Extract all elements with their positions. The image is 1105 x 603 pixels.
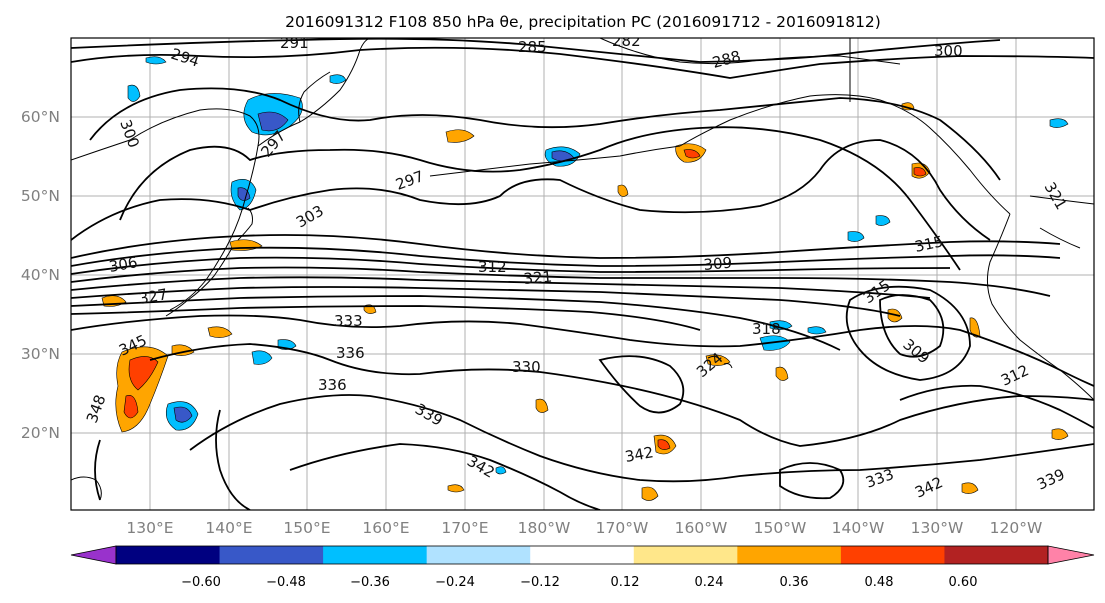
contour-label: 336 — [336, 344, 365, 362]
colorbar-tick: −0.60 — [181, 575, 221, 590]
colorbar-segment — [219, 546, 324, 564]
colorbar-segment — [737, 546, 842, 564]
colorbar-segment — [116, 546, 221, 564]
lon-label: 140°E — [205, 519, 252, 537]
lat-label: 20°N — [21, 424, 60, 442]
contour-label: 315 — [913, 232, 945, 256]
contour-label: 321 — [523, 268, 553, 288]
colorbar-segment — [426, 546, 531, 564]
latitude-labels: 60°N 50°N 40°N 30°N 20°N — [21, 108, 60, 442]
contour-label: 330 — [512, 358, 541, 376]
contour-label: 285 — [518, 38, 547, 56]
map-border — [70, 37, 1095, 511]
lon-label: 150°W — [754, 519, 807, 537]
lat-label: 50°N — [21, 187, 60, 205]
longitude-labels: 130°E 140°E 150°E 160°E 170°E 180°W 170°… — [126, 519, 1042, 537]
lat-label: 40°N — [21, 266, 60, 284]
contour-label: 318 — [752, 320, 781, 338]
colorbar-tick: 0.60 — [949, 575, 978, 590]
colorbar-tick: −0.48 — [266, 575, 306, 590]
contour-label: 333 — [334, 312, 363, 330]
colorbar-tick: −0.36 — [350, 575, 390, 590]
lat-label: 30°N — [21, 345, 60, 363]
colorbar-outline — [115, 545, 1049, 565]
lon-label: 120°W — [990, 519, 1043, 537]
map-title: 2016091312 F108 850 hPa θe, precipitatio… — [285, 13, 881, 31]
lon-label: 160°E — [362, 519, 409, 537]
colorbar-tick: 0.48 — [865, 575, 894, 590]
graticule — [71, 38, 1094, 510]
lon-label: 170°E — [441, 519, 488, 537]
lon-label: 160°W — [675, 519, 728, 537]
colorbar-segment — [323, 546, 428, 564]
lon-label: 130°E — [126, 519, 173, 537]
contour-label: 309 — [703, 254, 733, 274]
colorbar-segment — [944, 546, 1049, 564]
contour-label: 312 — [478, 258, 507, 276]
contour-label: 342 — [624, 443, 655, 466]
colorbar-tick-labels: −0.60 −0.48 −0.36 −0.24 −0.12 0.12 0.24 … — [181, 575, 977, 590]
lon-label: 170°W — [596, 519, 649, 537]
colorbar-extend-low — [70, 545, 117, 565]
colorbar-segment — [840, 546, 945, 564]
colorbar-tick: 0.12 — [611, 575, 640, 590]
colorbar-segment — [530, 546, 635, 564]
contour-label: 300 — [934, 42, 963, 60]
contour-label: 306 — [108, 253, 139, 276]
theta-e-contours — [71, 38, 1094, 510]
colorbar-segment — [633, 546, 738, 564]
colorbar-tick: −0.24 — [435, 575, 475, 590]
colorbar-tick: 0.36 — [780, 575, 809, 590]
coastlines — [71, 38, 1094, 501]
colorbar — [70, 545, 1095, 565]
contour-label: 282 — [612, 32, 641, 50]
contour-label: 336 — [318, 376, 347, 394]
lon-label: 150°E — [283, 519, 330, 537]
contour-label: 291 — [280, 34, 309, 52]
lat-label: 60°N — [21, 108, 60, 126]
lon-label: 180°W — [518, 519, 571, 537]
colorbar-tick: −0.12 — [520, 575, 560, 590]
colorbar-extend-high — [1047, 545, 1095, 565]
contour-label: 327 — [138, 285, 169, 308]
lon-label: 140°W — [832, 519, 885, 537]
lon-label: 130°W — [911, 519, 964, 537]
colorbar-tick: 0.24 — [695, 575, 724, 590]
